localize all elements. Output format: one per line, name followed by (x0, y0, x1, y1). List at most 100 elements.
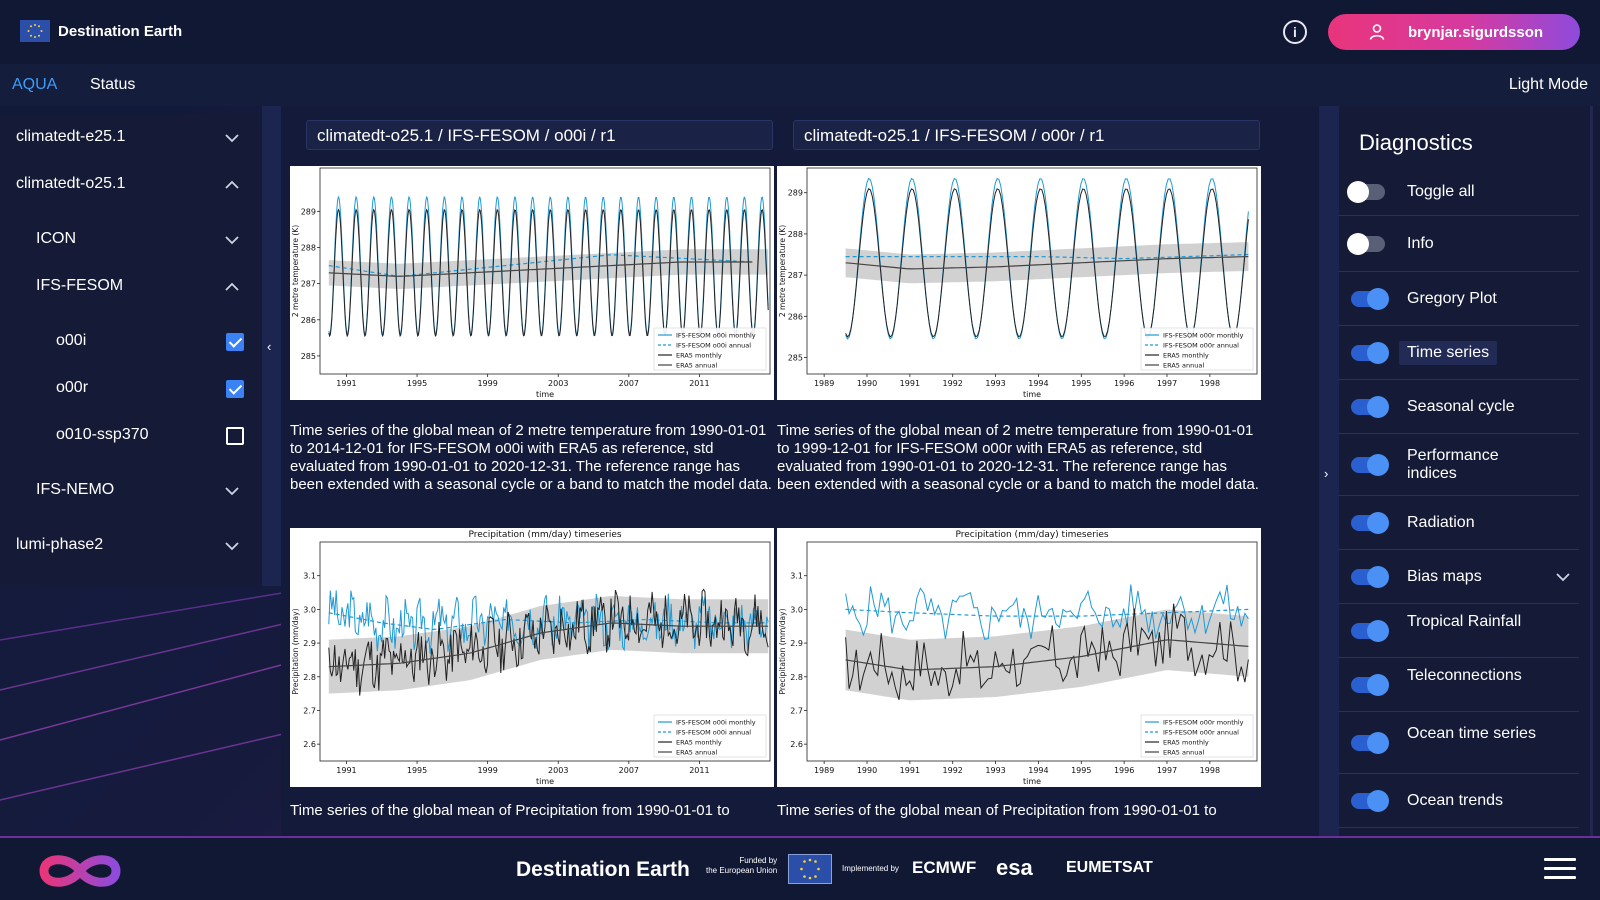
chevron-down-icon[interactable] (224, 483, 240, 499)
x-tick-label: 1996 (1114, 379, 1134, 388)
diagnostic-row-radiation[interactable]: Radiation (1339, 496, 1579, 550)
footer: Destination Earth Funded by the European… (0, 836, 1600, 900)
destine-logo-icon[interactable] (36, 848, 124, 894)
legend-label: IFS-FESOM o00i annual (676, 729, 751, 737)
toggle-knob (1367, 512, 1389, 534)
checkbox-o010-ssp370[interactable] (226, 427, 244, 445)
tree-item-o00r: o00r (56, 379, 89, 396)
toggle-tropical-rainfall[interactable] (1351, 620, 1389, 642)
chevron-down-icon[interactable] (1555, 569, 1571, 585)
legend-label: IFS-FESOM o00r monthly (1163, 332, 1244, 340)
tree-item-ifs-nemo[interactable]: IFS-NEMO (36, 481, 115, 498)
diagnostic-row-seasonal-cycle[interactable]: Seasonal cycle (1339, 380, 1579, 434)
precipitation-caption-o00r: Time series of the global mean of Precip… (777, 802, 1217, 819)
y-tick-label: 2.7 (790, 706, 803, 715)
legend-label: ERA5 annual (676, 749, 717, 757)
precipitation-chart-o00i: Precipitation (mm/day) timeseries 1991 199… (290, 528, 774, 787)
x-tick-label: 1997 (1157, 766, 1177, 775)
info-icon[interactable]: i (1283, 20, 1307, 44)
tree-item-climatedt-o25-1[interactable]: climatedt-o25.1 (16, 175, 126, 192)
chevron-up-icon[interactable] (224, 279, 240, 295)
tree-item-o00i: o00i (56, 332, 87, 349)
diagnostic-row-gregory-plot[interactable]: Gregory Plot (1339, 272, 1579, 326)
temperature-chart-o00i-svg: 1991 1995 1999 2003 2007 2011 285 286 287 288 289 t… (291, 167, 771, 399)
diagnostic-label-toggle-all: Toggle all (1407, 183, 1475, 200)
toggle-performance-indices[interactable] (1351, 454, 1389, 476)
tree-item-lumi-phase2[interactable]: lumi-phase2 (16, 536, 104, 553)
toggle-seasonal-cycle[interactable] (1351, 396, 1389, 418)
tree-item-icon-model[interactable]: ICON (36, 230, 76, 247)
brand[interactable]: Destination Earth (20, 20, 182, 42)
toggle-info[interactable] (1347, 233, 1385, 255)
diagnostic-row-time-series[interactable]: Time series (1339, 326, 1579, 380)
diagnostics-scrollbar[interactable] (1590, 106, 1593, 836)
toggle-ocean-trends[interactable] (1351, 790, 1389, 812)
x-tick-label: 1992 (943, 379, 963, 388)
x-tick-label: 2011 (689, 379, 709, 388)
light-mode-toggle[interactable]: Light Mode (1508, 76, 1588, 93)
left-collapse-handle[interactable]: ‹ (262, 106, 281, 586)
x-tick-label: 1995 (1071, 379, 1091, 388)
toggle-knob (1367, 620, 1389, 642)
legend-label: ERA5 annual (1163, 749, 1204, 757)
esa-logo: esa (996, 855, 1033, 880)
diagnostic-row-bias-maps[interactable]: Bias maps (1339, 550, 1579, 604)
toggle-radiation[interactable] (1351, 512, 1389, 534)
chevron-left-icon[interactable]: ‹ (267, 339, 272, 354)
tab-aqua[interactable]: AQUA (12, 76, 58, 93)
y-tick-label: 2.8 (790, 673, 803, 682)
series-line-2 (845, 187, 1249, 338)
diagnostic-label-seasonal-cycle: Seasonal cycle (1407, 398, 1515, 415)
x-axis-label: time (1023, 390, 1041, 399)
right-collapse-handle[interactable]: › (1319, 106, 1339, 836)
tab-status[interactable]: Status (90, 76, 136, 93)
toggle-knob (1367, 566, 1389, 588)
y-axis-label: Precipitation (mm/day) (778, 608, 787, 694)
chevron-right-icon[interactable]: › (1324, 466, 1329, 481)
toggle-ocean-time-series[interactable] (1351, 732, 1389, 754)
implemented-by-text: Implemented by (842, 864, 899, 873)
user-menu-button[interactable]: brynjar.sigurdsson (1328, 14, 1580, 50)
chevron-down-icon[interactable] (224, 232, 240, 248)
diagnostic-row-tropical-rainfall[interactable]: Tropical Rainfall (1339, 604, 1579, 658)
toggle-bias-maps[interactable] (1351, 566, 1389, 588)
diagnostic-row-ocean-time-series[interactable]: Ocean time series (1339, 712, 1579, 774)
diagnostic-row-teleconnections[interactable]: Teleconnections (1339, 658, 1579, 712)
user-icon (1369, 24, 1385, 40)
diagnostic-row-info[interactable]: Info (1339, 216, 1579, 272)
toggle-teleconnections[interactable] (1351, 674, 1389, 696)
series-line-0 (328, 590, 769, 655)
hamburger-menu-icon[interactable] (1544, 856, 1576, 882)
checkbox-o00i[interactable] (226, 333, 244, 351)
diagnostic-row-toggle-all[interactable]: Toggle all (1339, 168, 1579, 216)
username: brynjar.sigurdsson (1408, 23, 1544, 41)
diagnostic-label-info: Info (1407, 235, 1434, 252)
y-axis-label: 2 metre temperature (K) (291, 225, 300, 317)
tree-item-climatedt-e25-1[interactable]: climatedt-e25.1 (16, 128, 126, 145)
legend-label: ERA5 monthly (1163, 352, 1209, 360)
y-tick-label: 289 (788, 189, 803, 198)
diagnostic-row-ocean-trends[interactable]: Ocean trends (1339, 774, 1579, 828)
chevron-up-icon[interactable] (224, 177, 240, 193)
toggle-knob (1367, 288, 1389, 310)
chevron-down-icon[interactable] (224, 538, 240, 554)
x-tick-label: 1990 (857, 766, 877, 775)
y-tick-label: 3.0 (790, 605, 803, 614)
x-tick-label: 2003 (548, 766, 568, 775)
y-axis-label: Precipitation (mm/day) (291, 608, 300, 694)
toggle-time-series[interactable] (1351, 342, 1389, 364)
tree-item-ifs-fesom[interactable]: IFS-FESOM (36, 277, 124, 294)
chevron-down-icon[interactable] (224, 130, 240, 146)
series-line-2 (328, 208, 769, 338)
funded-line-2: the European Union (706, 866, 778, 875)
y-tick-label: 2.7 (303, 706, 316, 715)
y-tick-label: 2.6 (790, 740, 803, 749)
toggle-gregory-plot[interactable] (1351, 288, 1389, 310)
main-content[interactable]: climatedt-o25.1 / IFS-FESOM / o00i / r1 … (281, 106, 1319, 836)
y-tick-label: 285 (301, 352, 316, 361)
x-axis-label: time (1023, 777, 1041, 786)
checkbox-o00r[interactable] (226, 380, 244, 398)
toggle-toggle-all[interactable] (1347, 181, 1385, 203)
precipitation-chart-o00r-svg: Precipitation (mm/day) timeseries 1989 199… (778, 530, 1258, 786)
diagnostic-row-performance-indices[interactable]: Performance indices (1339, 434, 1579, 496)
